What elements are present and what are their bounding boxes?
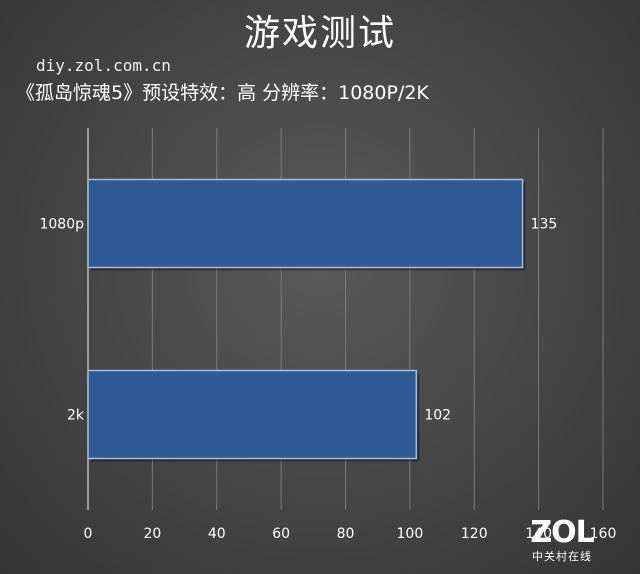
zol-logo-text: ZOL — [530, 515, 594, 550]
x-tick-label: 0 — [84, 526, 93, 542]
value-labels: 135 102 — [424, 217, 557, 424]
data-label: 135 — [531, 217, 558, 233]
chart-title: 游戏测试 — [243, 13, 396, 54]
zol-logo-tagline: 中关村在线 — [532, 550, 592, 563]
zol-logo: ZOL 中关村在线 — [522, 518, 602, 564]
bar-2k — [87, 369, 418, 460]
x-tick-label: 140 — [525, 526, 552, 542]
x-tick-label: 120 — [461, 526, 488, 542]
bars — [87, 178, 526, 462]
category-label: 2k — [67, 408, 85, 424]
x-tick-label: 80 — [337, 526, 355, 542]
x-tick-label: 160 — [590, 526, 617, 542]
category-labels: 1080p 2k — [39, 217, 84, 424]
category-label: 1080p — [39, 217, 84, 233]
source-url: diy.zol.com.cn — [36, 56, 171, 75]
x-tick-label: 60 — [272, 526, 290, 542]
bar-1080p — [87, 178, 524, 269]
x-tick-label: 20 — [143, 526, 161, 542]
x-tick-label: 40 — [208, 526, 226, 542]
chart-subtitle: 《孤岛惊魂5》预设特效：高 分辨率：1080P/2K — [16, 82, 429, 104]
x-tick-labels: 0 20 40 60 80 100 120 140 160 — [84, 526, 617, 542]
data-label: 102 — [424, 408, 451, 424]
x-tick-label: 100 — [397, 526, 424, 542]
